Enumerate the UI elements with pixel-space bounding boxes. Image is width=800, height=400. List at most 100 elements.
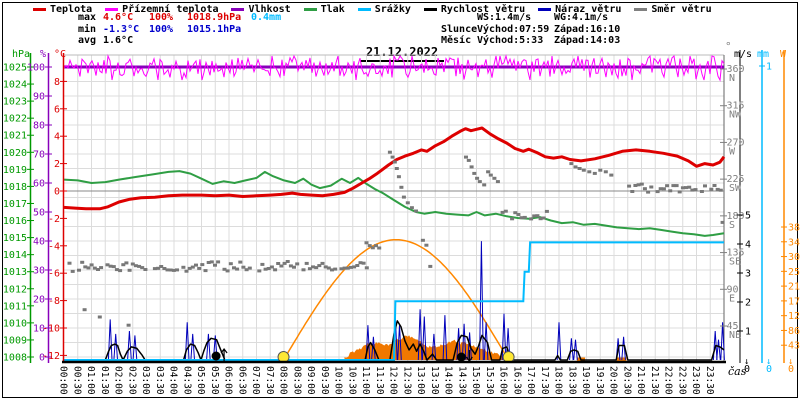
info-value: Východ:5:33 <box>477 35 544 46</box>
legend-swatch-icon <box>231 7 245 11</box>
axis-tick-label: 1018 <box>3 182 27 193</box>
x-axis-title: čas <box>728 365 747 378</box>
axis-tick-label: 1024 <box>3 80 27 91</box>
axis-tick-label: 1021 <box>3 131 27 142</box>
axis-tick-label: m/s <box>734 49 752 60</box>
moonrise-icon <box>211 351 221 361</box>
axis-tick-label: W <box>780 49 787 60</box>
stats-row-label: avg <box>78 35 97 46</box>
series-naraz-vetru <box>107 241 725 361</box>
legend-item: Směr větru <box>634 3 712 15</box>
time-tick-label: 08:30 <box>291 366 302 395</box>
time-tick-label: 06:00 <box>223 366 234 395</box>
axis-tick-label: 60 <box>33 179 45 190</box>
time-tick-label: 09:30 <box>319 366 330 395</box>
time-tick-label: 17:30 <box>539 366 550 395</box>
stats-row: avg 1.6°C <box>78 35 291 47</box>
time-tick-label: 20:00 <box>608 366 619 395</box>
axis-tick-label: 1 <box>745 327 751 338</box>
axis-tick-label: 215 <box>788 282 800 293</box>
axis-tick-label: 225 <box>727 174 745 185</box>
chart-legend: Teplota Přízemní teplota Vlhkost Tlak Srážky… <box>33 3 712 15</box>
time-tick-label: 12:00 <box>388 366 399 395</box>
axis-tick-label: 0 <box>766 364 772 375</box>
right-axis-labels: 360N315NW270W225SW180S135SE90E45NE°12345… <box>720 40 800 375</box>
axis-tick-label: 180 <box>727 211 745 222</box>
axis-tick-label: 1013 <box>3 267 27 278</box>
info-value: Měsíc <box>441 35 472 46</box>
axis-tick-label: 4 <box>54 132 60 143</box>
x-axis-labels: 00:00 00:30 01:00 01:30 02:00 02:30 03:00 03:30… <box>58 366 715 395</box>
time-tick-label: 05:00 <box>195 366 206 395</box>
series-radiation-model <box>282 238 507 361</box>
axis-tick-label: 90 <box>727 284 739 295</box>
series-smer-vetru <box>67 150 725 327</box>
legend-label: Přízemní teplota <box>122 3 219 15</box>
axis-tick-label: 45 <box>727 321 739 332</box>
axis-tick-label: 90 <box>33 92 45 103</box>
time-tick-label: 12:30 <box>401 366 412 395</box>
axis-tick-label: 4 <box>745 240 751 251</box>
legend-swatch-icon <box>105 7 119 11</box>
stats-row-label: max <box>78 12 97 23</box>
axis-tick-label: 80 <box>33 121 45 132</box>
left-axis-labels: 1008100910101011101210131014101510161017… <box>3 49 67 364</box>
info-value: Západ:16:10 <box>554 23 621 35</box>
sun-moon-wind-info-block: WS:1.4m/s WG:4.1m/s SlunceVýchod:07:59 Zápa… <box>441 12 631 47</box>
axis-tick-label: 315 <box>727 101 745 112</box>
axis-tick-label: 2 <box>745 298 751 309</box>
time-tick-label: 21:30 <box>649 366 660 395</box>
time-tick-label: 20:30 <box>621 366 632 395</box>
axis-tick-label: N <box>729 73 735 84</box>
axis-tick-label: 172 <box>788 296 800 307</box>
axis-tick-label: 1008 <box>3 352 27 363</box>
time-tick-label: 04:00 <box>168 366 179 395</box>
legend-item: Tlak <box>303 4 345 15</box>
time-tick-label: 17:00 <box>525 366 536 395</box>
stats-row: max 4.6°C 100% 1018.9hPa 0.4mm <box>78 12 291 24</box>
legend-item: Teplota <box>33 4 92 15</box>
legend-item: Rychlost větru <box>423 4 525 15</box>
time-tick-label: 02:00 <box>113 366 124 395</box>
axis-tick-label: 1020 <box>3 148 27 159</box>
time-tick-label: 03:30 <box>154 366 165 395</box>
axis-tick-label: 301 <box>788 252 800 263</box>
legend-label: Náraz větru <box>555 3 622 15</box>
axis-tick-label: ↓ <box>788 357 793 367</box>
legend-label: Směr větru <box>651 3 712 15</box>
series-teplota <box>63 126 726 211</box>
time-tick-label: 01:30 <box>99 366 110 395</box>
axis-tick-label: 129 <box>788 311 800 322</box>
axis-tick-label: 135 <box>727 248 745 259</box>
stats-value: 100% <box>149 23 174 35</box>
axis-tick-label: SE <box>729 257 741 268</box>
axis-tick-label: 1017 <box>3 199 27 210</box>
time-tick-label: 04:30 <box>181 366 192 395</box>
stats-value: 1015.1hPa <box>187 23 242 35</box>
axis-tick-label: -4 <box>48 241 60 252</box>
time-tick-label: 05:30 <box>209 366 220 395</box>
axis-tick-label: 1025 <box>3 63 27 74</box>
series-prizemni-teplota <box>63 54 725 82</box>
axis-tick-label: 1012 <box>3 284 27 295</box>
axis-tick-label: 100 <box>27 63 45 74</box>
time-tick-label: 10:00 <box>333 366 344 395</box>
axis-tick-label: hPa <box>12 49 30 60</box>
time-tick-label: 19:30 <box>594 366 605 395</box>
axis-tick-label: °C <box>54 49 66 60</box>
axis-tick-label: S <box>729 220 735 231</box>
axis-tick-label: 1019 <box>3 165 27 176</box>
axis-tick-label: -10 <box>42 324 60 335</box>
axis-tick-label: ↓ <box>766 357 771 367</box>
axis-tick-label: 387 <box>788 223 800 234</box>
time-tick-label: 07:30 <box>264 366 275 395</box>
axis-tick-label: ↓ <box>744 357 749 367</box>
axis-tick-label: 30 <box>33 266 45 277</box>
time-tick-label: 16:00 <box>498 366 509 395</box>
time-tick-label: 03:00 <box>140 366 151 395</box>
legend-swatch-icon <box>538 7 552 11</box>
legend-swatch-icon <box>33 7 46 11</box>
axis-tick-label: 40 <box>33 237 45 248</box>
time-tick-label: 15:30 <box>484 366 495 395</box>
legend-label: Srážky <box>374 3 411 15</box>
